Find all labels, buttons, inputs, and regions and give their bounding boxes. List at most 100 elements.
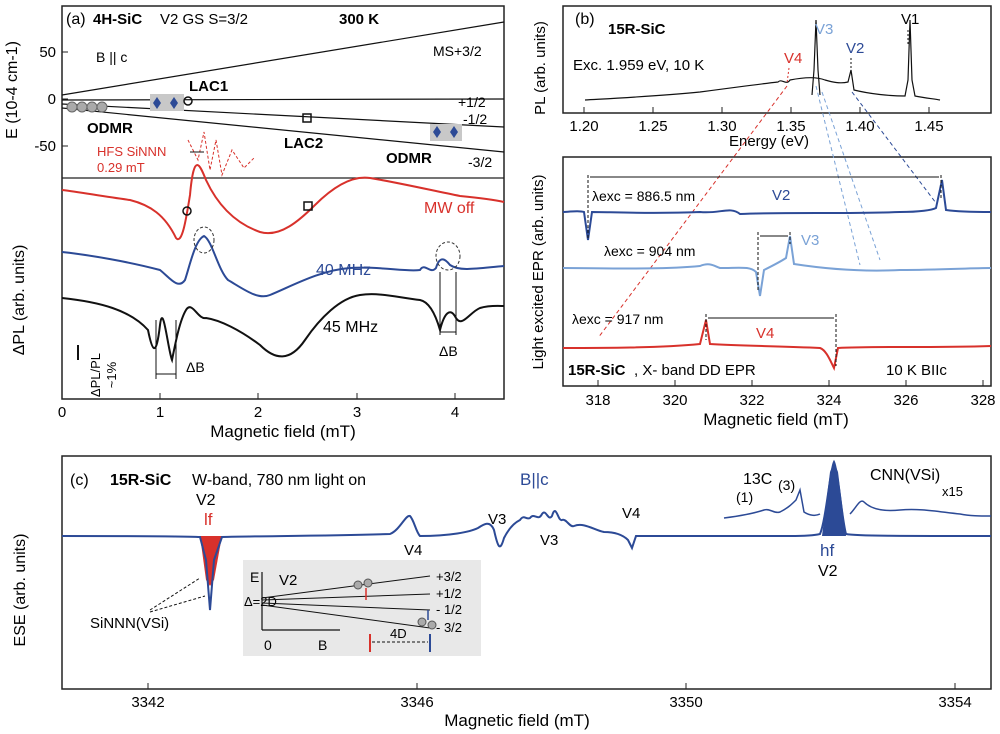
label-mw-off: MW off (424, 200, 475, 217)
panel-b-xlabel: Energy (eV) (729, 133, 809, 150)
panel-c: (c) 15R-SiC W-band, 780 nm light on B||c… (12, 455, 992, 730)
delta-b-label-2: ΔB (439, 343, 458, 359)
peak-v3-label: V3 (815, 21, 833, 38)
epr-xtick-324: 324 (816, 392, 841, 409)
delta-b-label-1: ΔB (186, 359, 205, 375)
odmr-label-left: ODMR (87, 120, 133, 137)
scale-value: ~1% (104, 361, 119, 388)
panel-a-xtick-4: 4 (451, 404, 459, 421)
label-13c-1: (1) (736, 489, 753, 505)
panel-epr-frame (562, 156, 992, 387)
panel-b-xtick-4: 1.40 (845, 118, 874, 135)
panel-a-xtick-2: 2 (254, 404, 262, 421)
panel-c-frame (61, 455, 992, 690)
gs-dot-4 (96, 101, 108, 113)
epr-v3-label: V3 (801, 232, 819, 249)
level-inset: E V2 Δ=2D 0 B +3/2 +1/2 - 1/2 - 3/2 4D (243, 560, 481, 656)
inset-dot-1 (353, 580, 363, 590)
marker-ellipse-1 (193, 226, 215, 254)
ms-p32-label: MS+3/2 (433, 43, 482, 59)
panel-b-title: 15R-SiC (608, 21, 666, 38)
trace-mw-off-lac2 (303, 201, 313, 211)
panel-c-title-bold: 15R-SiC (110, 472, 172, 489)
level-p32 (61, 21, 505, 96)
epr-v2-label: V2 (772, 187, 790, 204)
label-v3-a: V3 (488, 511, 506, 528)
level-p12 (61, 98, 505, 101)
panel-a-ylabel-top: E (10-4 cm-1) (4, 41, 21, 139)
panel-c-orientation: B||c (520, 470, 549, 489)
panel-a-title-rest: V2 GS S=3/2 (160, 11, 248, 28)
lac1-marker (183, 96, 193, 106)
odmr-diamond-3 (433, 126, 441, 138)
epr-xtick-318: 318 (585, 392, 610, 409)
ms-m12-label: -1/2 (463, 111, 487, 127)
inset-delta: Δ=2D (244, 594, 277, 609)
hfs-dashed-trace (187, 131, 255, 177)
odmr-label-right: ODMR (386, 150, 432, 167)
lac2-marker (302, 113, 312, 123)
epr-v4-lambda: λexc = 917 nm (572, 311, 663, 327)
sinnn-pointer-2 (149, 595, 206, 613)
level-m12 (61, 103, 505, 128)
inset-e-label: E (250, 569, 259, 585)
panel-a: (a) 4H-SiC V2 GS S=3/2 300 K B || c E (1… (4, 5, 505, 441)
panel-a-title-bold: 4H-SiC (93, 11, 142, 28)
panel-b: (b) 15R-SiC Exc. 1.959 eV, 10 K PL (arb.… (532, 5, 992, 150)
scale-label: ΔPL/PL (88, 353, 103, 397)
gs-dot-3 (86, 101, 98, 113)
epr-xtick-322: 322 (739, 392, 764, 409)
inset-v2-label: V2 (279, 572, 297, 589)
hfs-label-line2: 0.29 mT (97, 160, 145, 175)
epr-xtick-328: 328 (970, 392, 995, 409)
ese-trace (61, 459, 992, 611)
epr-trace-v2 (562, 179, 992, 241)
c-xtick-3342: 3342 (131, 694, 164, 711)
label-lf: lf (204, 510, 213, 529)
inset-level-p12-label: +1/2 (436, 586, 462, 601)
level-m32 (61, 107, 505, 153)
label-cnn: CNN(VSi) (870, 467, 940, 484)
panel-a-xlabel: Magnetic field (mT) (210, 422, 355, 441)
panel-c-label: (c) (70, 472, 89, 489)
odmr-diamond-1 (153, 97, 161, 109)
panel-b-xtick-5: 1.45 (914, 118, 943, 135)
pl-spectrum-v3-peak (811, 19, 821, 96)
inset-level-p12 (261, 593, 431, 601)
inset-level-m12-label: - 1/2 (436, 602, 462, 617)
label-40mhz: 40 MHz (316, 262, 371, 279)
panel-c-ylabel: ESE (arb. units) (12, 534, 29, 647)
inset-dot-3 (417, 617, 427, 627)
panel-a-ytick-0: 0 (48, 91, 56, 108)
lac1-label: LAC1 (189, 78, 228, 95)
trace-mw-off-lac1 (182, 206, 192, 216)
lac2-label: LAC2 (284, 135, 323, 152)
arrow-v3-link-b (821, 91, 881, 261)
inset-dot-2 (363, 578, 373, 588)
label-v4-b: V4 (622, 505, 640, 522)
peak-v4-arrow (786, 67, 790, 84)
label-13c: 13C (743, 471, 772, 488)
panel-epr-xaxis: 318 320 322 324 326 328 Magnetic field (… (585, 380, 996, 429)
inset-level-m12 (261, 602, 431, 611)
peak-v1-label: V1 (901, 11, 919, 28)
hf-fill (822, 462, 846, 536)
panel-b-xtick-2: 1.30 (707, 118, 736, 135)
panel-a-field-orientation: B || c (96, 49, 127, 65)
panel-b-xtick-1: 1.25 (638, 118, 667, 135)
panel-a-frame (61, 5, 505, 400)
panel-c-xlabel: Magnetic field (mT) (444, 711, 589, 730)
peak-v2-label: V2 (846, 40, 864, 57)
odmr-diamond-4 (450, 126, 458, 138)
panel-b-excitation: Exc. 1.959 eV, 10 K (573, 57, 704, 74)
x15-right-trace (849, 500, 992, 517)
inset-level-m32 (261, 604, 431, 629)
epr-v2-lambda: λexc = 886.5 nm (592, 188, 695, 204)
panel-b-xtick-0: 1.20 (569, 118, 598, 135)
gs-dot-1 (66, 101, 78, 113)
epr-xtick-326: 326 (893, 392, 918, 409)
c-xtick-3346: 3346 (400, 694, 433, 711)
odmr-diamond-2 (170, 97, 178, 109)
inset-level-m32-label: - 3/2 (436, 620, 462, 635)
